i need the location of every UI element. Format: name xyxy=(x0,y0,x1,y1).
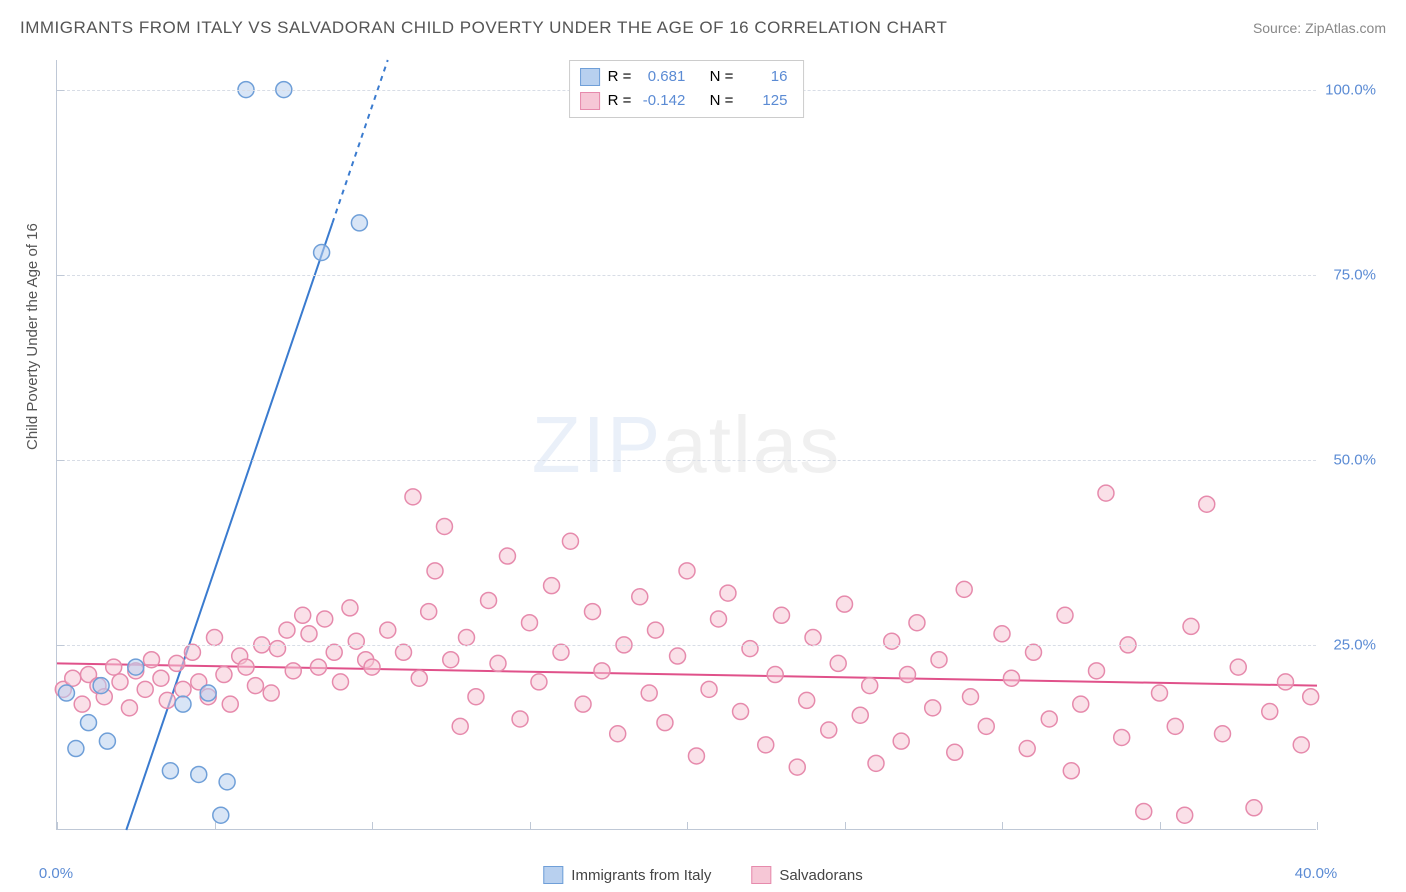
x-tick xyxy=(687,822,688,830)
n-label: N = xyxy=(710,65,734,89)
x-tick-label: 0.0% xyxy=(39,865,73,882)
legend-swatch-salvadoran xyxy=(751,866,771,884)
correlation-stats-box: R = 0.681 N = 16 R = -0.142 N = 125 xyxy=(569,60,805,118)
n-value-italy: 16 xyxy=(741,65,787,89)
gridline xyxy=(57,275,1316,276)
legend-item-italy: Immigrants from Italy xyxy=(543,866,711,884)
y-tick-label: 75.0% xyxy=(1333,266,1376,283)
chart-title: IMMIGRANTS FROM ITALY VS SALVADORAN CHIL… xyxy=(20,18,947,38)
gridline xyxy=(57,645,1316,646)
n-label: N = xyxy=(710,89,734,113)
legend-swatch-italy xyxy=(543,866,563,884)
y-tick-label: 100.0% xyxy=(1325,81,1376,98)
y-axis-label: Child Poverty Under the Age of 16 xyxy=(24,223,41,450)
y-tick-label: 25.0% xyxy=(1333,636,1376,653)
plot-area: ZIPatlas R = 0.681 N = 16 R = -0.142 N =… xyxy=(56,60,1316,830)
chart-svg xyxy=(57,60,1316,829)
stats-row-salvadoran: R = -0.142 N = 125 xyxy=(580,89,788,113)
legend-label-italy: Immigrants from Italy xyxy=(571,867,711,884)
x-tick xyxy=(845,822,846,830)
r-label: R = xyxy=(608,89,632,113)
r-value-salvadoran: -0.142 xyxy=(639,89,685,113)
legend-label-salvadoran: Salvadorans xyxy=(779,867,862,884)
n-value-salvadoran: 125 xyxy=(741,89,787,113)
source-attribution: Source: ZipAtlas.com xyxy=(1253,20,1386,36)
x-tick xyxy=(215,822,216,830)
x-tick-label: 40.0% xyxy=(1295,865,1338,882)
x-tick xyxy=(1317,822,1318,830)
swatch-salvadoran xyxy=(580,92,600,110)
r-value-italy: 0.681 xyxy=(639,65,685,89)
x-tick xyxy=(530,822,531,830)
y-tick-label: 50.0% xyxy=(1333,451,1376,468)
x-tick xyxy=(57,822,58,830)
legend-item-salvadoran: Salvadorans xyxy=(751,866,862,884)
legend-bottom: Immigrants from Italy Salvadorans xyxy=(543,866,862,884)
r-label: R = xyxy=(608,65,632,89)
stats-row-italy: R = 0.681 N = 16 xyxy=(580,65,788,89)
x-tick xyxy=(372,822,373,830)
swatch-italy xyxy=(580,68,600,86)
x-tick xyxy=(1160,822,1161,830)
x-tick xyxy=(1002,822,1003,830)
gridline xyxy=(57,460,1316,461)
